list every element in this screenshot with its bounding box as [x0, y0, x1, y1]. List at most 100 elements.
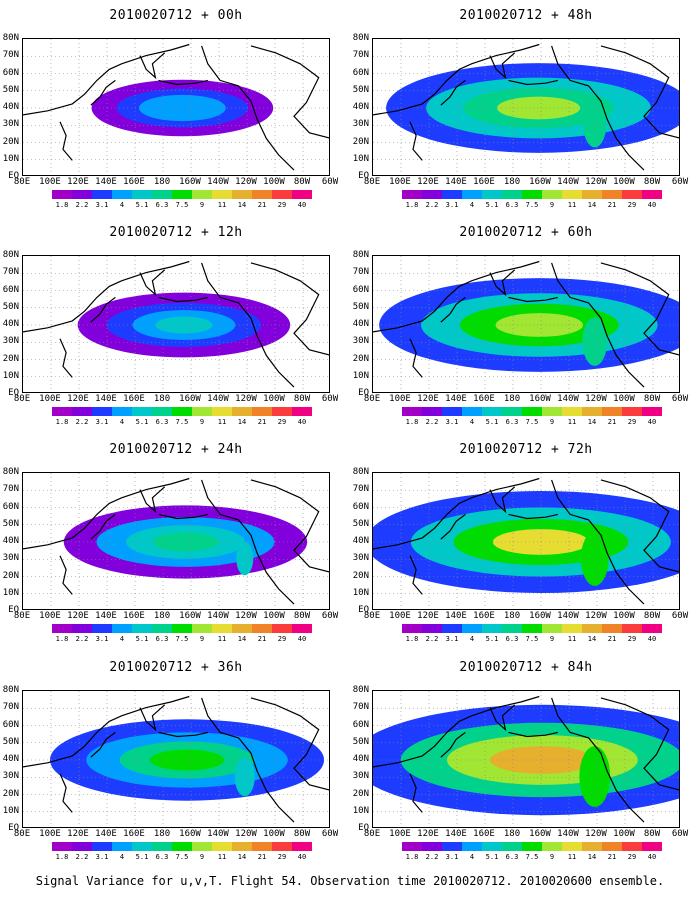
colorbar-label: 11 [217, 853, 227, 861]
lon-tick-label: 80W [293, 829, 311, 839]
lon-tick-label: 140W [207, 829, 229, 839]
colorbar-label: 1.8 [405, 201, 419, 209]
colorbar-label: 2.2 [425, 201, 439, 209]
coastline [508, 79, 558, 86]
lat-tick-label: 60N [2, 501, 19, 512]
colorbar-swatch [402, 190, 422, 199]
colorbar-label: 1.8 [55, 418, 69, 426]
lon-tick-label: 160W [179, 829, 201, 839]
lon-tick-label: 100W [613, 177, 635, 187]
lat-tick-label: 20N [2, 788, 19, 799]
colorbar-label: 7.5 [175, 201, 189, 209]
colorbar-label: 1.8 [405, 635, 419, 643]
colorbar-swatch [192, 842, 212, 851]
variance-map [372, 472, 680, 610]
coastline [440, 296, 466, 323]
colorbar-swatch [212, 407, 232, 416]
colorbar-label: 11 [567, 853, 577, 861]
colorbar-label: 40 [647, 853, 657, 861]
colorbar-label: 29 [277, 635, 287, 643]
coastline [489, 486, 516, 514]
coastline [250, 262, 329, 356]
colorbar-swatch [172, 190, 192, 199]
lon-tick-label: 120W [585, 394, 607, 404]
lat-tick-label: 10N [352, 805, 369, 816]
lat-tick-label: 20N [352, 570, 369, 581]
colorbar-swatch [192, 407, 212, 416]
coastline [59, 555, 73, 595]
colorbar-swatch [582, 624, 602, 633]
coastline [373, 477, 540, 550]
coastline [139, 704, 166, 732]
lon-tick-label: 160W [529, 829, 551, 839]
colorbar-label: 14 [237, 635, 247, 643]
colorbar-swatch [642, 842, 662, 851]
lon-tick-label: 140W [557, 611, 579, 621]
colorbar-label: 21 [257, 201, 267, 209]
colorbar-swatch [232, 190, 252, 199]
lon-tick-label: 100W [613, 394, 635, 404]
variance-map [372, 255, 680, 393]
lat-tick-label: 20N [2, 353, 19, 364]
colorbar-swatch [52, 842, 72, 851]
colorbar-label: 1.8 [55, 853, 69, 861]
lat-tick-label: 20N [2, 136, 19, 147]
lat-tick-label: 30N [352, 119, 369, 130]
colorbar-swatch [402, 624, 422, 633]
colorbar-swatch [232, 842, 252, 851]
colorbar-swatch [252, 407, 272, 416]
lat-tick-label: 60N [352, 719, 369, 730]
coastline [250, 45, 329, 139]
colorbar-swatch [442, 842, 462, 851]
colorbar-label: 4 [119, 635, 125, 643]
colorbar-swatch [582, 190, 602, 199]
colorbar-label: 9 [549, 418, 555, 426]
lat-tick-label: 30N [352, 553, 369, 564]
lon-tick-label: 60W [671, 829, 689, 839]
lon-tick-label: 140E [445, 177, 467, 187]
colorbar-swatch [232, 407, 252, 416]
colorbar-label: 2.2 [75, 853, 89, 861]
coastline [600, 262, 679, 356]
lat-tick-label: 60N [352, 501, 369, 512]
lon-tick-label: 140E [445, 394, 467, 404]
coastline [373, 260, 540, 333]
colorbar-label: 2.2 [75, 418, 89, 426]
colorbar-swatch [622, 624, 642, 633]
colorbar-label: 2.2 [425, 635, 439, 643]
colorbar-swatch [402, 842, 422, 851]
lat-tick-label: 60N [352, 284, 369, 295]
colorbar-label: 4 [119, 853, 125, 861]
colorbar-label: 2.2 [425, 418, 439, 426]
variance-contour [490, 746, 595, 774]
lon-tick-label: 100W [263, 177, 285, 187]
colorbar-label: 2.2 [75, 635, 89, 643]
colorbar-swatch [462, 842, 482, 851]
lon-tick-label: 60W [321, 611, 339, 621]
colorbar-swatch [642, 407, 662, 416]
variance-contour [496, 96, 581, 120]
lon-tick-label: 180 [153, 829, 171, 839]
colorbar-swatch [422, 407, 442, 416]
colorbar-swatch [112, 624, 132, 633]
lat-tick-label: EQ [358, 823, 369, 833]
colorbar-swatch [192, 190, 212, 199]
colorbar-label: 40 [647, 418, 657, 426]
colorbar-swatch [52, 190, 72, 199]
lon-tick-label: 100E [389, 829, 411, 839]
colorbar [402, 842, 662, 851]
lon-tick-label: 80W [643, 394, 661, 404]
colorbar-label: 11 [567, 201, 577, 209]
colorbar-swatch [52, 407, 72, 416]
colorbar-swatch [522, 624, 542, 633]
lon-tick-label: 120W [585, 177, 607, 187]
lat-tick-label: 30N [2, 553, 19, 564]
lon-tick-label: 80E [13, 177, 31, 187]
colorbar-swatch [132, 842, 152, 851]
colorbar-swatch [92, 842, 112, 851]
coastline [508, 731, 558, 738]
colorbar-label: 2.2 [75, 201, 89, 209]
variance-contour [582, 317, 608, 366]
lon-tick-label: 160W [529, 394, 551, 404]
colorbar-swatch [642, 624, 662, 633]
